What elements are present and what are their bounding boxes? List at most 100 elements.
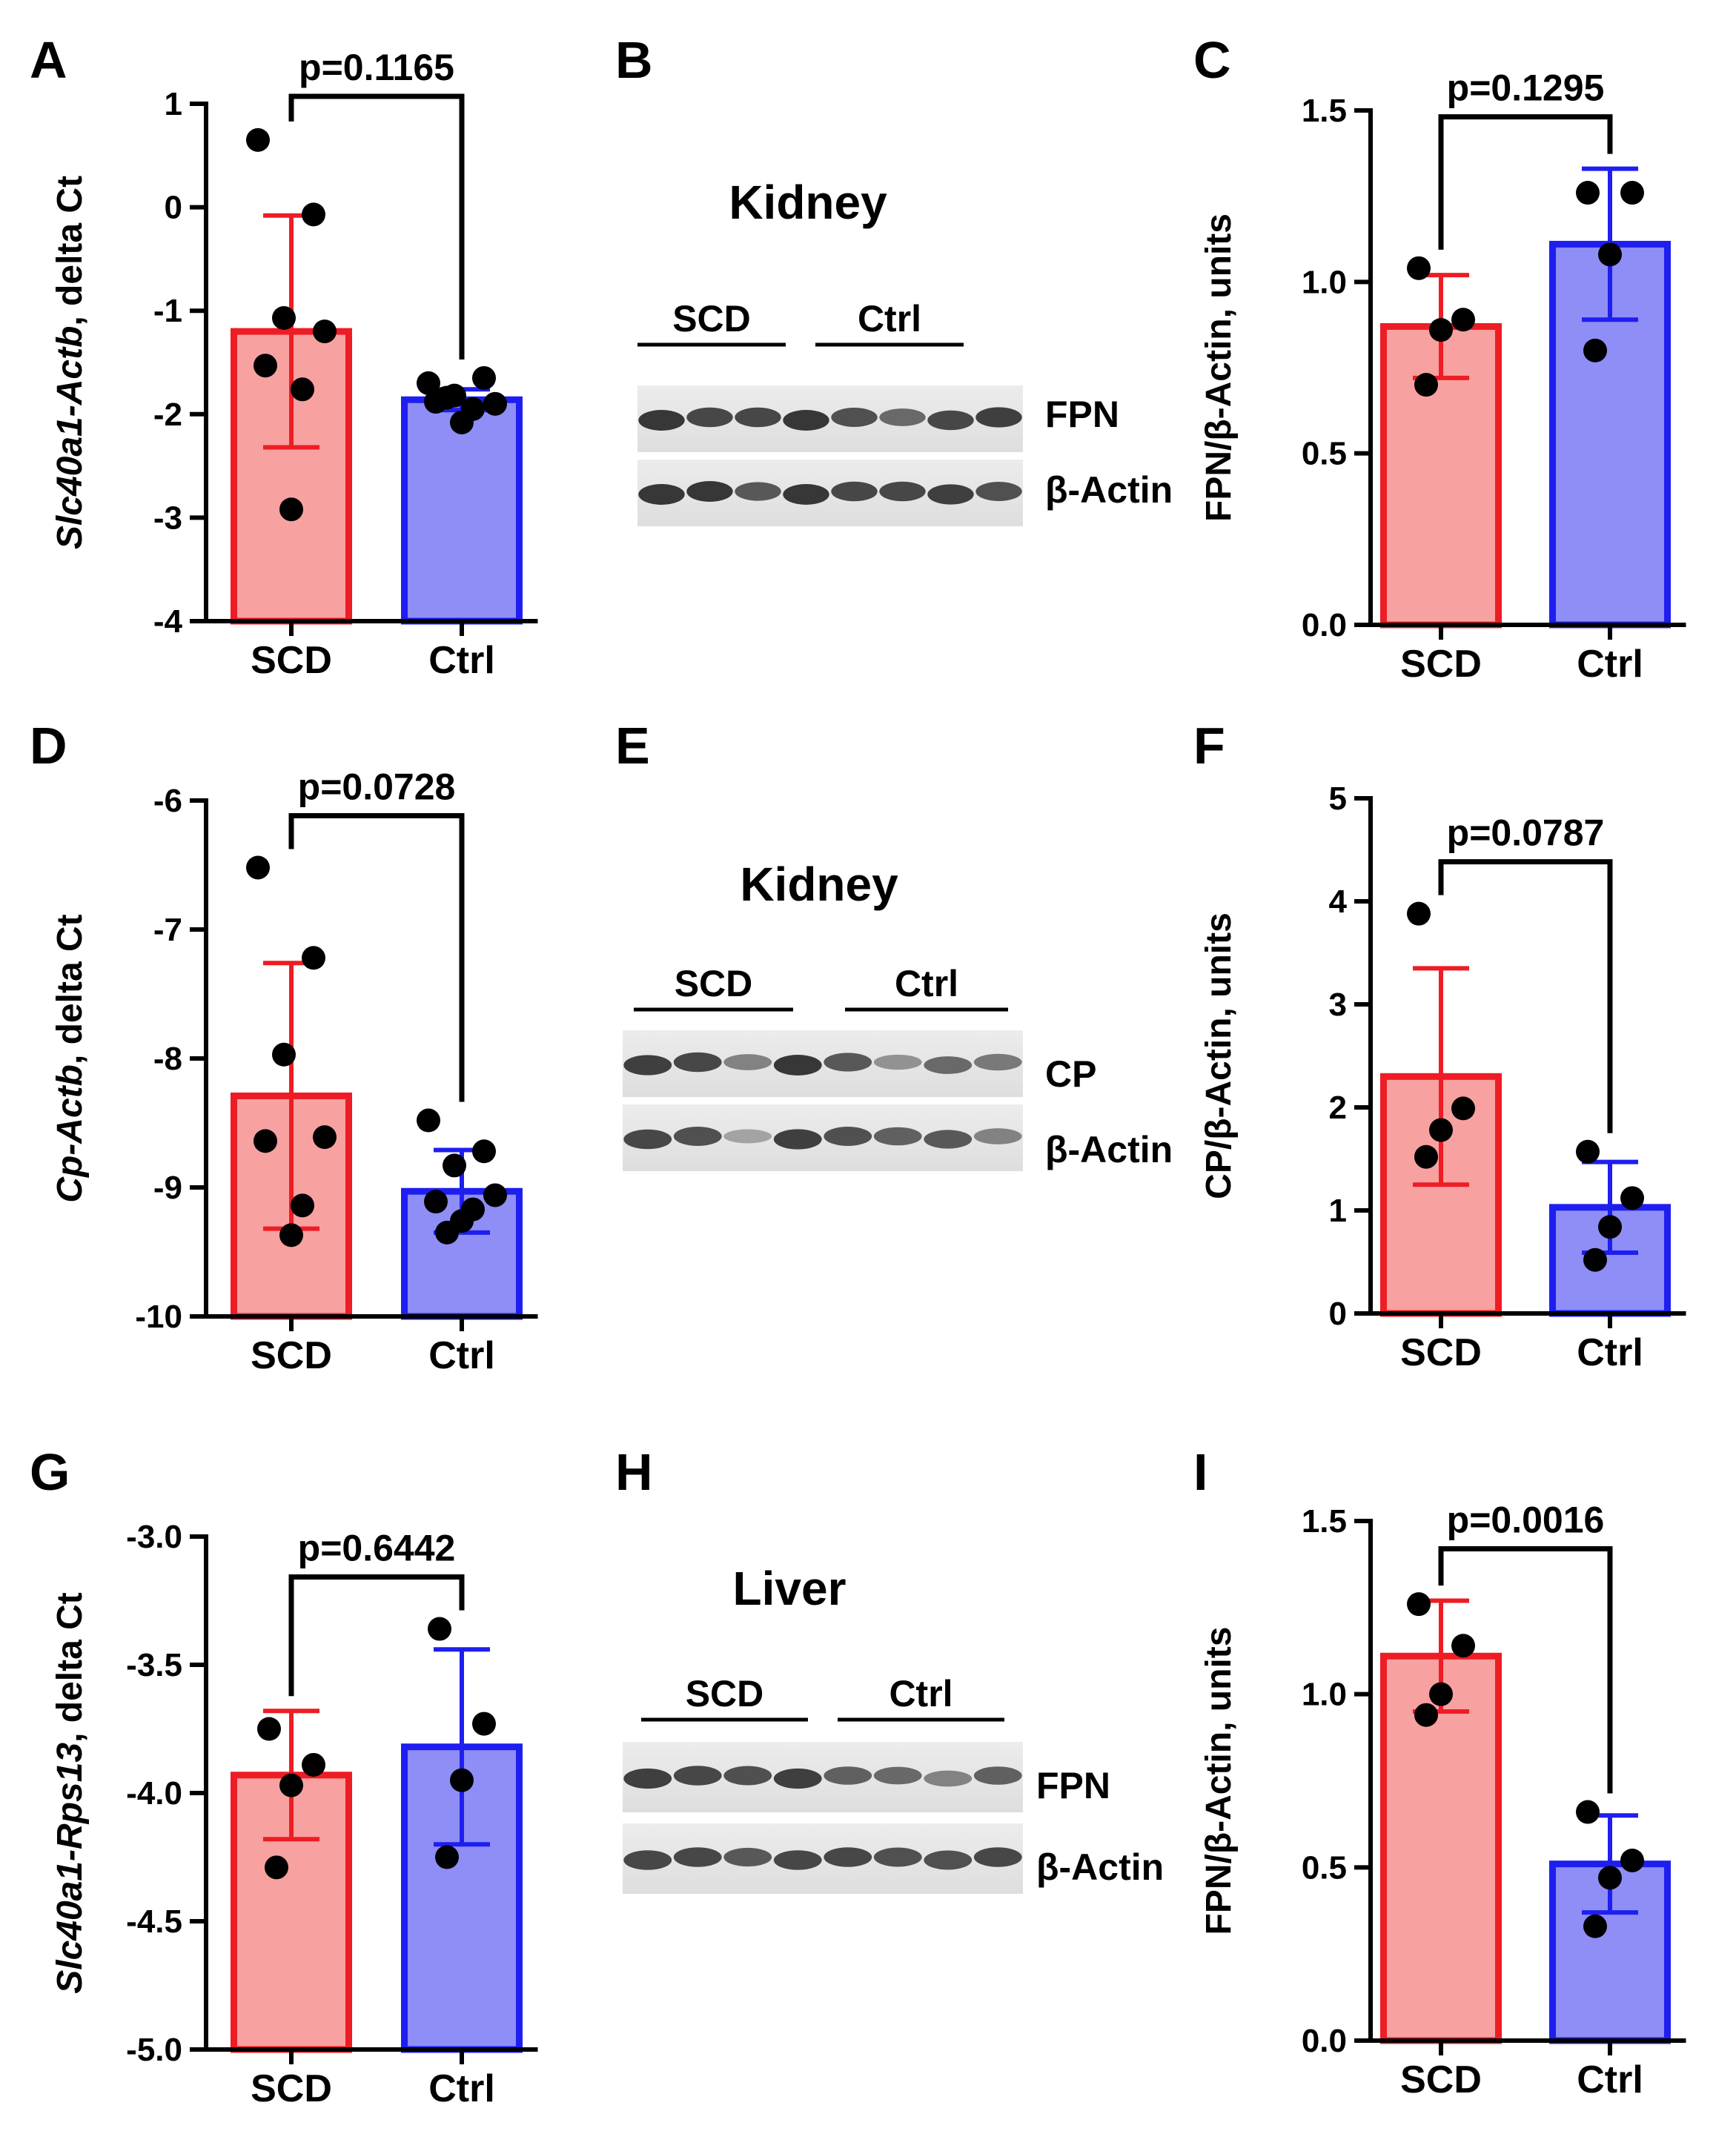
category-label-scd: SCD: [1400, 2058, 1482, 2101]
blot-band: [873, 1054, 922, 1070]
category-label-scd: SCD: [1400, 643, 1482, 686]
data-point-ctrl: [1583, 1914, 1607, 1938]
blot-group-label: SCD: [686, 1673, 764, 1714]
blot-band: [773, 1850, 822, 1870]
blot-band: [773, 1768, 822, 1789]
blot-protein-label: β-Actin: [1045, 469, 1173, 511]
y-axis-label-unit: FPN/β-Actin, units: [1199, 1627, 1239, 1935]
y-tick-label: 3: [1329, 987, 1347, 1023]
y-axis-label: FPN/β-Actin, units: [1199, 1627, 1239, 1935]
data-point-scd: [257, 1717, 281, 1741]
blot-band: [927, 410, 974, 431]
blot-protein-label: β-Actin: [1036, 1846, 1164, 1888]
data-point-scd: [1414, 1144, 1438, 1169]
blot-band: [824, 1053, 872, 1072]
panel-letter: H: [615, 1443, 653, 1501]
data-point-ctrl: [435, 385, 459, 410]
data-point-ctrl: [417, 371, 440, 395]
p-value-label: p=0.0016: [1447, 1499, 1605, 1540]
bar-scd: [1380, 1652, 1502, 2044]
data-point-ctrl: [1620, 1848, 1644, 1872]
p-value-label: p=0.1165: [299, 47, 454, 88]
chart-panel-F: F 5 4 3 2 1 0 SCD Ctrl CP/β-Actin, units p=0.0787: [1193, 717, 1686, 1374]
chart-panel-A: A 1 0 -1 -2 -3 -4 SCD Ctrl Slc40a1-Actb, delta Ct…: [30, 31, 538, 682]
category-label-scd: SCD: [251, 639, 332, 682]
data-point-ctrl: [1598, 242, 1622, 267]
blot-band: [924, 1056, 973, 1074]
y-tick-label: -3: [153, 500, 182, 536]
y-tick-label: 0: [1329, 1296, 1347, 1332]
blot-band: [924, 1850, 973, 1870]
blot-band: [773, 1055, 822, 1076]
y-axis-label-gene: Cp-Actb: [50, 1064, 90, 1203]
data-point-ctrl: [450, 1768, 474, 1792]
data-point-ctrl: [1598, 1866, 1622, 1890]
category-label-ctrl: Ctrl: [1577, 1331, 1643, 1374]
y-axis-label-unit: CP/β-Actin, units: [1199, 912, 1239, 1199]
blot-band: [723, 1054, 772, 1070]
data-point-scd: [291, 1193, 314, 1218]
y-tick-label: -7: [153, 912, 182, 948]
panel-letter: E: [615, 717, 650, 775]
y-tick-label: 0: [165, 190, 182, 226]
blot-band: [673, 1127, 722, 1146]
western-blot-panel-B: B Kidney SCD Ctrl FPN β-Actin: [615, 31, 1173, 526]
y-tick-label: 1: [165, 86, 182, 122]
significance-bracket: [288, 1574, 465, 1697]
category-label-ctrl: Ctrl: [428, 1334, 495, 1377]
y-tick-label: 5: [1329, 781, 1347, 817]
y-tick-label: 0.0: [1302, 607, 1347, 643]
significance-bracket: [1438, 1545, 1613, 1794]
blot-group-label: SCD: [672, 298, 751, 339]
data-point-ctrl: [1576, 181, 1600, 205]
blot-band: [873, 1127, 922, 1146]
blot-band: [927, 484, 974, 505]
blot-band: [686, 407, 733, 428]
data-point-scd: [265, 1855, 288, 1880]
chart-panel-G: G -3.0 -3.5 -4.0 -4.5 -5.0 SCD Ctrl Slc40a1-Rps1…: [30, 1443, 538, 2110]
category-label-scd: SCD: [1400, 1331, 1482, 1374]
blot-band: [638, 484, 685, 505]
y-tick-label: 1: [1329, 1193, 1347, 1229]
data-point-scd: [1407, 1592, 1431, 1617]
data-point-ctrl: [483, 391, 507, 416]
category-label-ctrl: Ctrl: [428, 639, 495, 682]
y-axis-label-unit: , delta Ct: [50, 914, 90, 1064]
chart-panel-I: I 1.5 1.0 0.5 0.0 SCD Ctrl FPN/β-Actin, units p=…: [1193, 1443, 1686, 2101]
p-value-label: p=0.0728: [298, 766, 456, 807]
y-tick-label: 2: [1329, 1090, 1347, 1126]
blot-band: [879, 408, 926, 426]
blot-band: [924, 1130, 973, 1149]
blot-band: [623, 1055, 672, 1076]
blot-band: [773, 1129, 822, 1150]
data-point-scd: [1414, 1703, 1438, 1727]
blot-tissue-title: Liver: [733, 1562, 847, 1615]
blot-tissue-title: Kidney: [740, 858, 898, 911]
category-label-ctrl: Ctrl: [1577, 2058, 1643, 2101]
blot-band: [824, 1127, 872, 1146]
y-axis-label: Slc40a1-Actb, delta Ct: [50, 176, 90, 549]
data-point-ctrl: [424, 1190, 448, 1214]
chart-panel-C: C 1.5 1.0 0.5 0.0 SCD Ctrl FPN/β-Actin, units p=…: [1193, 31, 1686, 686]
blot-band: [623, 1850, 672, 1870]
data-point-scd: [1407, 901, 1431, 926]
blot-band: [873, 1847, 922, 1867]
data-point-ctrl: [472, 365, 496, 390]
data-point-scd: [1429, 1682, 1453, 1706]
blot-band: [973, 1847, 1022, 1867]
data-point-scd: [279, 497, 303, 522]
blots-layer: B Kidney SCD Ctrl FPN β-Actin E Kidney SCD Ctrl CP…: [615, 31, 1173, 1894]
blot-band: [975, 407, 1022, 428]
blot-group-label: Ctrl: [858, 298, 921, 339]
data-point-ctrl: [1583, 1247, 1607, 1272]
blot-band: [824, 1766, 872, 1785]
blot-band: [973, 1053, 1022, 1071]
panel-letter: I: [1193, 1443, 1207, 1501]
data-point-scd: [272, 1042, 296, 1067]
significance-bracket: [1438, 859, 1613, 1133]
y-axis-label-unit: , delta Ct: [50, 176, 90, 326]
panel-letter: C: [1193, 31, 1231, 89]
y-axis-label: FPN/β-Actin, units: [1199, 213, 1239, 522]
